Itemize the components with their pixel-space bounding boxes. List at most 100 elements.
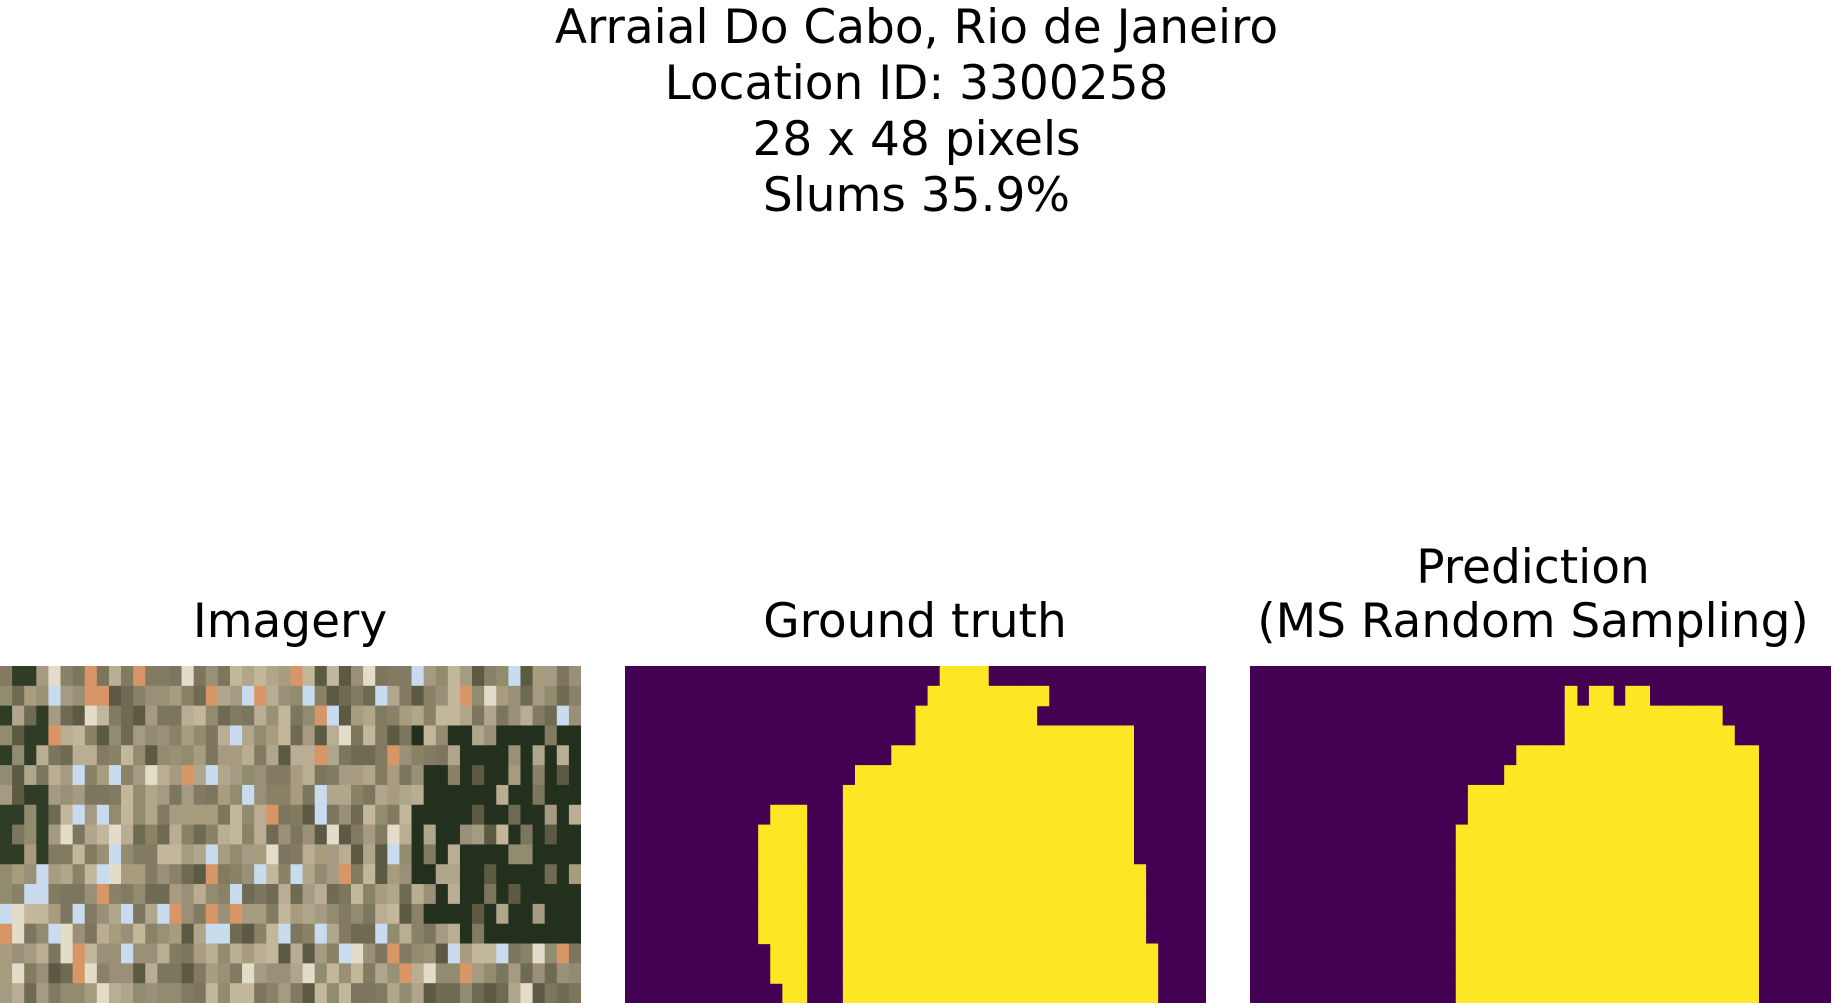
imagery-pixel: [351, 884, 364, 905]
ground-truth-slum-cell: [915, 824, 929, 846]
prediction-slum-cell: [1709, 784, 1723, 806]
imagery-pixel: [472, 725, 485, 746]
prediction-slum-cell: [1661, 844, 1675, 865]
imagery-pixel: [351, 804, 364, 826]
imagery-pixel: [423, 745, 437, 766]
prediction-slum-cell: [1722, 983, 1735, 1003]
imagery-pixel: [338, 765, 352, 786]
ground-truth-title: Ground truth: [763, 594, 1067, 649]
imagery-pixel: [96, 765, 110, 786]
imagery-pixel: [387, 804, 401, 826]
imagery-pixel: [205, 666, 219, 687]
prediction-slum-cell: [1625, 804, 1638, 826]
ground-truth-slum-cell: [1121, 844, 1134, 865]
ground-truth-slum-cell: [1084, 864, 1098, 885]
imagery-pixel: [375, 804, 388, 826]
imagery-pixel: [423, 983, 437, 1003]
imagery-pixel: [375, 705, 388, 727]
imagery-pixel: [157, 784, 171, 806]
ground-truth-slum-cell: [867, 923, 880, 945]
imagery-pixel: [266, 844, 279, 865]
ground-truth-slum-cell: [1012, 923, 1026, 945]
ground-truth-slum-cell: [758, 824, 771, 846]
ground-truth-slum-cell: [1072, 884, 1086, 905]
ground-truth-slum-cell: [939, 884, 953, 905]
imagery-pixel: [242, 983, 255, 1003]
imagery-pixel: [338, 903, 352, 925]
imagery-pixel: [496, 705, 509, 727]
imagery-pixel: [217, 943, 231, 964]
imagery-pixel: [423, 804, 437, 826]
imagery-pixel: [278, 685, 292, 707]
imagery-pixel: [387, 983, 401, 1003]
imagery-pixel: [423, 943, 437, 964]
imagery-pixel: [423, 765, 437, 786]
ground-truth-slum-cell: [1121, 963, 1134, 984]
prediction-slum-cell: [1516, 745, 1529, 766]
imagery-pixel: [145, 963, 158, 984]
ground-truth-slum-cell: [963, 666, 977, 687]
imagery-pixel: [387, 824, 401, 846]
ground-truth-slum-cell: [1097, 765, 1110, 786]
imagery-pixel: [205, 804, 219, 826]
imagery-pixel: [290, 745, 304, 766]
imagery-pixel: [229, 804, 243, 826]
prediction-slum-cell: [1613, 804, 1626, 826]
prediction-slum-cell: [1564, 745, 1578, 766]
imagery-pixel: [375, 864, 388, 885]
ground-truth-slum-cell: [927, 685, 941, 707]
imagery-pixel: [399, 765, 413, 786]
imagery-pixel: [472, 903, 485, 925]
prediction-slum-cell: [1576, 725, 1590, 746]
imagery-pixel: [266, 963, 279, 984]
imagery-pixel: [520, 923, 534, 945]
imagery-pixel: [363, 884, 376, 905]
imagery-pixel: [157, 844, 171, 865]
imagery-pixel: [193, 903, 207, 925]
imagery-pixel: [302, 725, 316, 746]
prediction-slum-cell: [1528, 745, 1542, 766]
imagery-pixel: [36, 983, 50, 1003]
imagery-pixel: [532, 824, 546, 846]
imagery-pixel: [556, 884, 570, 905]
imagery-pixel: [217, 824, 231, 846]
imagery-pixel: [205, 963, 219, 984]
imagery-pixel: [84, 745, 98, 766]
ground-truth-slum-cell: [854, 784, 868, 806]
imagery-pixel: [290, 666, 304, 687]
imagery-pixel: [544, 824, 558, 846]
imagery-pixel: [314, 983, 328, 1003]
imagery-pixel: [254, 884, 267, 905]
imagery-pixel: [435, 963, 449, 984]
imagery-pixel: [508, 725, 522, 746]
imagery-pixel: [84, 804, 98, 826]
ground-truth-slum-cell: [891, 804, 904, 826]
imagery-pixel: [24, 705, 37, 727]
prediction-slum-cell: [1649, 844, 1663, 865]
imagery-pixel: [387, 923, 401, 945]
imagery-pixel: [290, 784, 304, 806]
ground-truth-slum-cell: [915, 983, 929, 1003]
prediction-slum-cell: [1625, 983, 1638, 1003]
imagery-pixel: [266, 884, 279, 905]
prediction-slum-cell: [1588, 864, 1602, 885]
imagery-pixel: [84, 685, 98, 707]
ground-truth-slum-cell: [927, 804, 941, 826]
imagery-pixel: [254, 943, 267, 964]
prediction-slum-cell: [1637, 963, 1651, 984]
imagery-pixel: [12, 745, 25, 766]
imagery-pixel: [133, 765, 146, 786]
imagery-pixel: [351, 685, 364, 707]
imagery-pixel: [375, 963, 388, 984]
imagery-pixel: [484, 943, 497, 964]
imagery-pixel: [351, 745, 364, 766]
prediction-slum-cell: [1504, 983, 1517, 1003]
prediction-slum-cell: [1734, 844, 1747, 865]
imagery-pixel: [72, 884, 86, 905]
ground-truth-slum-cell: [1072, 745, 1086, 766]
prediction-slum-cell: [1734, 963, 1747, 984]
imagery-pixel: [24, 666, 37, 687]
ground-truth-slum-cell: [963, 784, 977, 806]
ground-truth-slum-cell: [1133, 884, 1147, 905]
ground-truth-slum-cell: [1133, 963, 1147, 984]
